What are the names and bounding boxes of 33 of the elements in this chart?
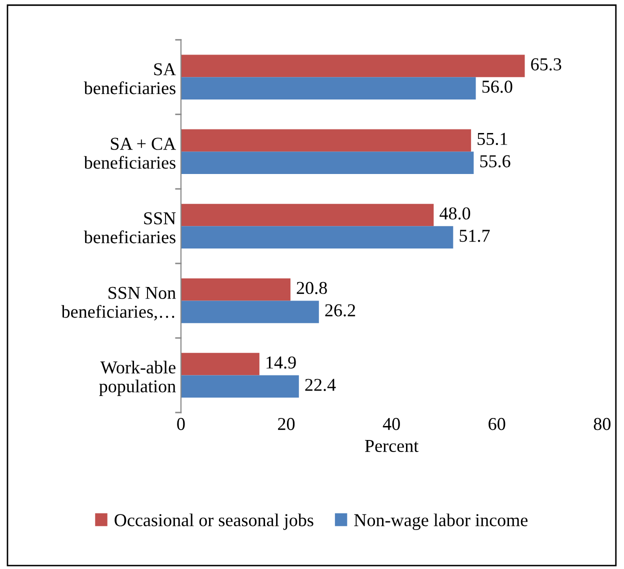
bar: [180, 129, 472, 152]
bar: [180, 375, 299, 398]
data-label: 48.0: [440, 207, 470, 220]
x-axis-title: Percent: [365, 440, 419, 452]
bar: [180, 300, 319, 324]
y-tick-label: SSN Non beneficiaries,…: [61, 286, 176, 320]
data-label: 26.2: [325, 304, 356, 316]
legend-label: Non-wage labor income: [354, 514, 528, 530]
data-label: 14.9: [266, 356, 296, 369]
bar: [180, 152, 474, 174]
legend-label: Occasional or seasonal jobs: [114, 514, 314, 530]
data-label: 56.0: [482, 80, 512, 93]
x-tick-label: 80: [594, 418, 610, 430]
y-tick-label: Work-able population: [99, 360, 176, 396]
data-label: 20.8: [296, 282, 327, 294]
bar: [180, 226, 454, 249]
bar: [180, 77, 476, 100]
data-label: 65.3: [531, 58, 562, 71]
x-tick-label: 20: [278, 418, 295, 430]
x-tick-label: 60: [488, 418, 506, 430]
x-tick-label: 0: [177, 418, 185, 430]
bar: [180, 278, 290, 301]
data-label: 22.4: [305, 378, 336, 392]
data-label: 51.7: [460, 230, 490, 242]
data-label: 55.6: [480, 155, 510, 168]
bar: [180, 352, 260, 376]
data-label: 55.1: [478, 132, 508, 146]
y-tick-label: SA beneficiaries: [84, 63, 176, 94]
y-tick-label: SSN beneficiaries: [84, 212, 176, 244]
bar: [180, 204, 434, 226]
y-tick-label: SA + CA beneficiaries: [84, 138, 176, 169]
x-tick-label: 40: [382, 418, 400, 430]
bar: [180, 54, 525, 78]
